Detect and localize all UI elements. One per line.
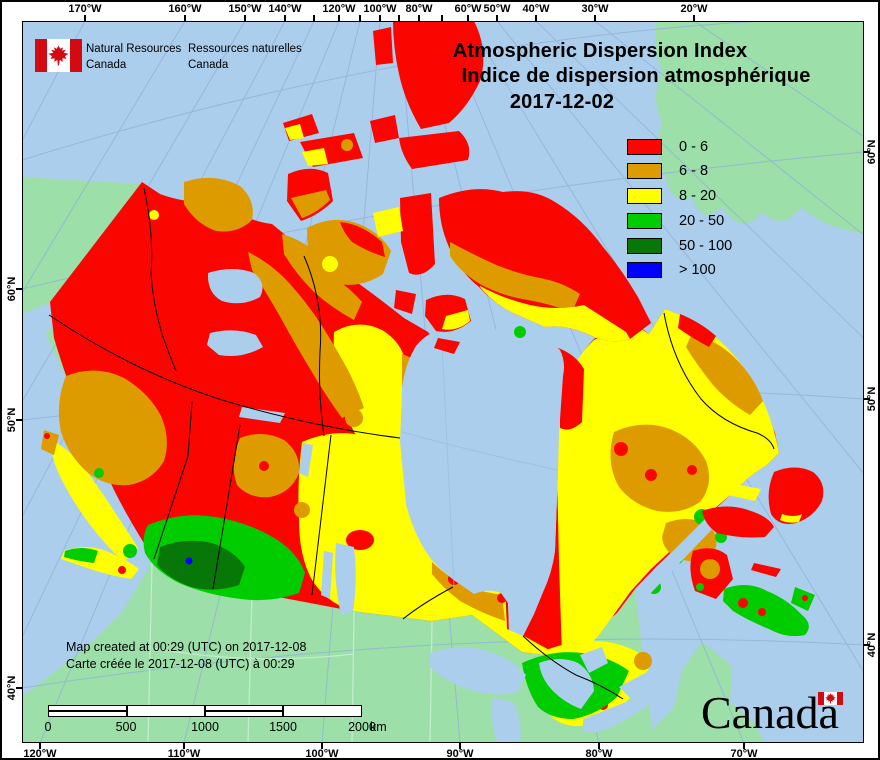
maple-leaf-icon: [48, 45, 69, 66]
axis-label-top-60w: 60°W: [454, 3, 482, 15]
scale-bar: [48, 705, 362, 717]
tick-mark: [398, 15, 400, 21]
tick-mark: [864, 644, 870, 646]
tick-mark: [693, 15, 695, 21]
wordmark-flag-icon: [818, 692, 843, 705]
legend-swatch-6-8: [627, 163, 662, 179]
canada-flag-icon: [35, 39, 82, 72]
map-title-fr: Indice de dispersion atmosphérique: [461, 65, 811, 87]
tick-mark: [16, 687, 22, 689]
canada-wordmark: Canada: [701, 687, 839, 738]
tick-mark: [441, 15, 443, 21]
tick-mark: [467, 15, 469, 21]
axis-label-top-120w: 120°W: [322, 3, 356, 15]
axis-label-left-50n: 50°N: [6, 407, 18, 433]
axis-label-bottom-120w: 120°W: [23, 748, 57, 760]
tick-mark: [864, 151, 870, 153]
scale-label-0: 0: [44, 720, 52, 734]
inland-water: [207, 269, 719, 743]
tick-mark: [864, 398, 870, 400]
axis-label-top-100w: 100°W: [363, 3, 397, 15]
legend-swatch-0-6: [627, 139, 662, 155]
nrcan-signature: Natural Resources Canada Ressources natur…: [35, 39, 302, 77]
scale-label-2000: 2000: [348, 720, 376, 734]
tick-mark: [338, 15, 340, 21]
scale-bar-midline: [49, 710, 126, 712]
tick-mark: [313, 15, 315, 21]
axis-label-bottom-70w: 70°W: [730, 748, 758, 760]
axis-label-bottom-80w: 80°W: [585, 748, 613, 760]
tick-mark: [598, 743, 600, 749]
axis-label-bottom-90w: 90°W: [446, 748, 474, 760]
axis-label-right-60n: 60°N: [866, 139, 878, 165]
axis-label-top-30w: 30°W: [581, 3, 609, 15]
axis-label-left-60n: 60°N: [6, 276, 18, 302]
scale-bar-divider: [282, 706, 284, 716]
creation-note-fr: Carte créée le 2017-12-08 (UTC) à 00:29: [66, 657, 295, 671]
tick-mark: [359, 15, 361, 21]
axis-label-bottom-110w: 110°W: [167, 748, 201, 760]
tick-mark: [84, 15, 86, 21]
borders: [48, 187, 775, 700]
legend-label: 8 - 20: [679, 188, 717, 204]
scale-label-1500: 1500: [269, 720, 297, 734]
axis-label-top-40w: 40°W: [522, 3, 550, 15]
legend-label: 6 - 8: [679, 163, 709, 179]
axis-label-bottom-100w: 100°W: [305, 748, 339, 760]
axis-label-top-160w: 160°W: [168, 3, 202, 15]
tick-mark: [16, 419, 22, 421]
legend-swatch-8-20: [627, 188, 662, 204]
axis-label-top-170w: 170°W: [68, 3, 102, 15]
map-canvas: [22, 21, 864, 743]
scale-unit: km: [370, 720, 387, 734]
axis-label-top-80w: 80°W: [405, 3, 433, 15]
tick-mark: [284, 15, 286, 21]
map-title-en: Atmospheric Dispersion Index: [452, 40, 748, 62]
axis-label-left-40n: 40°N: [6, 675, 18, 701]
tick-mark: [321, 743, 323, 749]
tick-mark: [184, 15, 186, 21]
tick-mark: [39, 743, 41, 749]
axis-label-top-150w: 150°W: [228, 3, 262, 15]
scale-bar-divider: [204, 706, 206, 716]
legend-swatch-gt-100: [627, 262, 662, 278]
creation-note: Map created at 00:29 (UTC) on 2017-12-08…: [66, 639, 306, 673]
legend-label: 50 - 100: [679, 238, 733, 254]
islands: [41, 21, 824, 637]
nrcan-title-fr: Ressources naturelles Canada: [188, 43, 302, 71]
axis-label-right-40n: 40°N: [866, 632, 878, 658]
scale-label-1000: 1000: [191, 720, 219, 734]
legend-swatch-20-50: [627, 213, 662, 229]
legend-swatch-50-100: [627, 238, 662, 254]
tick-mark: [244, 15, 246, 21]
axis-label-right-50n: 50°N: [866, 386, 878, 412]
tick-mark: [743, 743, 745, 749]
axis-label-top-20w: 20°W: [680, 3, 708, 15]
scale-bar-midline: [205, 710, 282, 712]
axis-label-top-140w: 140°W: [268, 3, 302, 15]
legend-label: > 100: [679, 262, 716, 278]
nrcan-title-en: Natural Resources Canada: [86, 43, 182, 71]
creation-note-en: Map created at 00:29 (UTC) on 2017-12-08: [66, 640, 307, 654]
tick-mark: [496, 15, 498, 21]
tick-mark: [418, 15, 420, 21]
tick-mark: [535, 15, 537, 21]
maple-leaf-icon: [825, 693, 836, 704]
tick-mark: [459, 743, 461, 749]
map-title-date: 2017-12-02: [509, 91, 615, 113]
tick-mark: [183, 743, 185, 749]
axis-label-top-50w: 50°W: [483, 3, 511, 15]
legend-label: 20 - 50: [679, 213, 725, 229]
scale-label-500: 500: [115, 720, 137, 734]
legend-label: 0 - 6: [679, 139, 709, 155]
scale-bar-divider: [126, 706, 128, 716]
tick-mark: [379, 15, 381, 21]
tick-mark: [594, 15, 596, 21]
tick-mark: [16, 288, 22, 290]
